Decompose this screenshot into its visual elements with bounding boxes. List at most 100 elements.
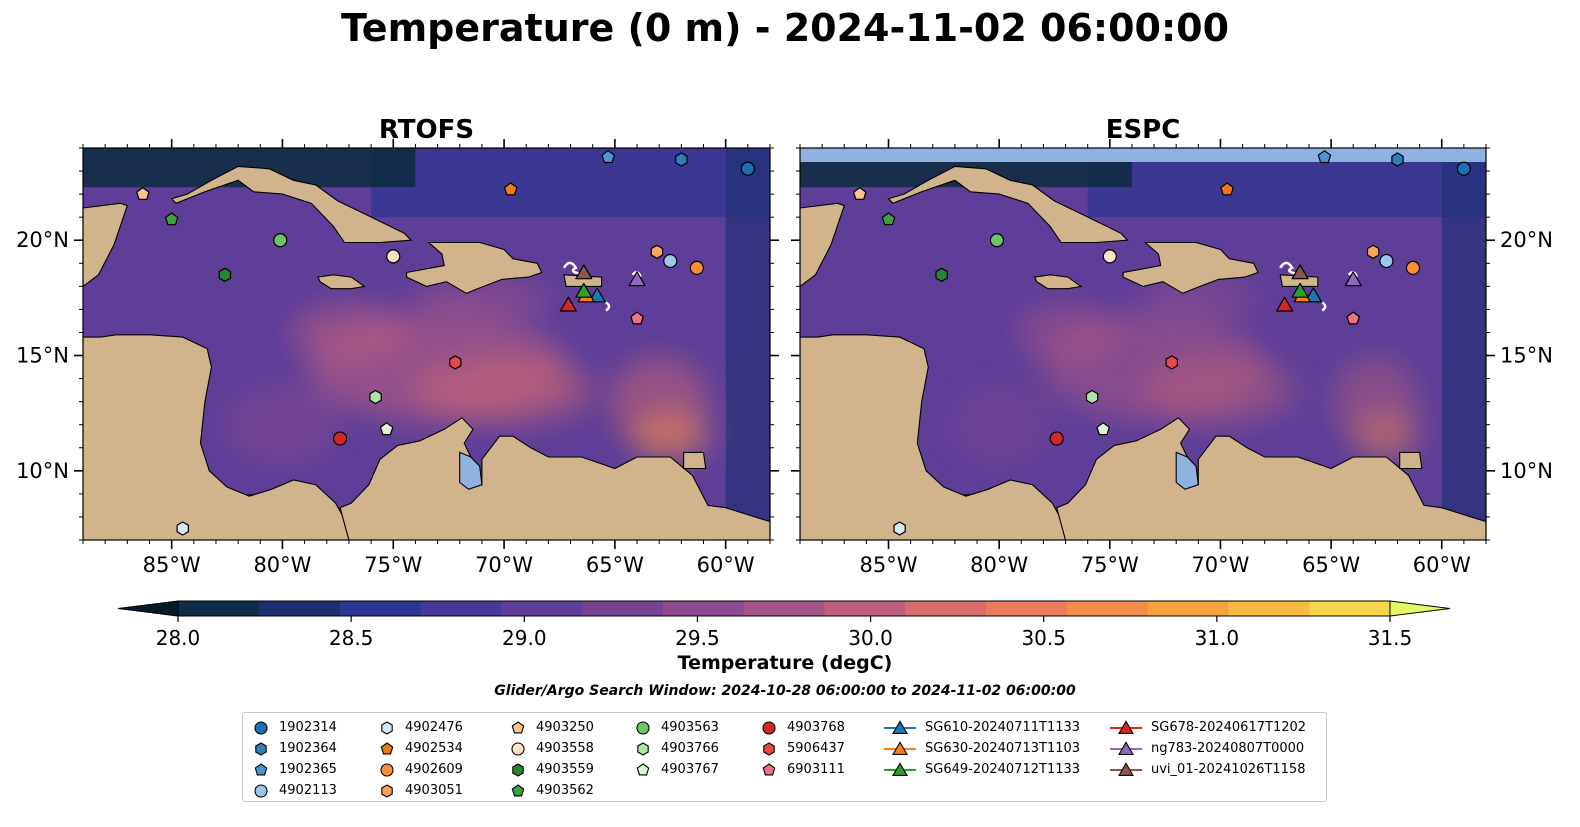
glider-SG610-20240711T1133 (1304, 287, 1322, 303)
glider-SG678-20240617T1202 (559, 296, 577, 312)
colorbar-segment (1066, 601, 1149, 616)
colorbar-tick-label: 29.5 (675, 626, 720, 650)
legend-item: SG678-20240617T1202 (1109, 717, 1306, 738)
legend-item: 4902534 (377, 738, 463, 759)
legend-marker-hexagon (381, 783, 393, 798)
land-maracaibo (1175, 451, 1199, 490)
colorbar-segment (1228, 601, 1310, 616)
lat-tick-label: 20°N (1500, 228, 1553, 252)
colorbar-segment (986, 601, 1068, 616)
legend-marker-triangle (1110, 761, 1142, 776)
argo-float-4902476 (893, 521, 906, 536)
colorbar-label: Temperature (degC) (677, 652, 893, 674)
argo-float-4903768 (332, 431, 348, 446)
glider-SG649-20240712T1133 (1291, 282, 1309, 298)
land-southAmerica (1056, 417, 1486, 540)
land-cuba (170, 165, 413, 244)
legend-item: 4903559 (508, 759, 594, 780)
legend-marker-pentagon (511, 783, 525, 796)
legend-label: 4902476 (405, 720, 463, 735)
land-trinidad (1399, 451, 1423, 470)
colorbar-segment (824, 601, 906, 616)
argo-float-4903250 (853, 187, 867, 200)
argo-float-4903559 (935, 267, 948, 282)
argo-float-4902113 (663, 253, 678, 269)
legend-marker-circle (762, 720, 776, 735)
legend-item: 4902476 (377, 717, 463, 738)
argo-float-1902314 (740, 161, 755, 176)
legend-label: 5906437 (787, 741, 845, 756)
figure-title: Temperature (0 m) - 2024-11-02 06:00:00 (340, 6, 1230, 50)
glider-uvi_01-20241026T1158 (1291, 264, 1309, 280)
legend-item: 4903250 (508, 717, 594, 738)
legend-item: 4903768 (759, 717, 845, 738)
legend-marker-hexagon (763, 741, 775, 756)
argo-float-4903051 (650, 244, 664, 259)
legend-marker-triangle (884, 761, 916, 776)
lon-tick-label: 85°W (860, 553, 918, 577)
colorbar-segment (420, 601, 502, 616)
legend-marker-pentagon (380, 741, 394, 754)
lon-tick-label: 70°W (1191, 553, 1249, 577)
lon-tick-label: 80°W (970, 553, 1028, 577)
legend-marker-circle (380, 762, 394, 777)
argo-float-4903558 (386, 249, 401, 264)
legend-item: 4903558 (508, 738, 594, 759)
glider-ng783-20240807T0000 (1344, 271, 1362, 287)
legend-label: SG610-20240711T1133 (925, 720, 1081, 735)
argo-float-4903559 (218, 267, 232, 282)
colorbar-segment (501, 601, 583, 616)
lon-tick-label: 85°W (143, 553, 201, 577)
legend-item: SG649-20240712T1133 (883, 759, 1080, 780)
lon-tick-label: 75°W (1081, 553, 1139, 577)
legend-marker-triangle (884, 740, 916, 755)
glider-SG610-20240711T1133 (588, 287, 606, 303)
colorbar-under-arrow (117, 600, 179, 617)
legend-item: 4903766 (633, 738, 719, 759)
legend-item: 4903562 (508, 780, 594, 801)
argo-float-1902314 (1456, 161, 1471, 176)
glider-ng783-20240807T0000 (628, 271, 646, 287)
legend-column: 4903563 4903766 4903767 (633, 717, 719, 780)
lon-tick-label: 60°W (697, 553, 755, 577)
land-centralAmerica (83, 334, 350, 540)
land-centralAmerica (800, 334, 1067, 540)
legend-marker-hexagon (637, 741, 649, 756)
argo-float-5906437 (449, 355, 462, 370)
argo-float-1902365 (1317, 150, 1332, 164)
colorbar: 28.0 28.5 29.0 29.5 30.0 30.5 31.0 31.5 (117, 600, 1451, 650)
legend-marker-pentagon (636, 762, 650, 775)
legend-marker-circle (636, 720, 650, 735)
legend-column: 4902476 4902534 4902609 4903051 (377, 717, 463, 801)
lon-tick-label: 60°W (1413, 553, 1471, 577)
colorbar-tick-label: 30.5 (1021, 626, 1066, 650)
lat-tick-label: 20°N (16, 228, 69, 252)
legend-item: SG630-20240713T1103 (883, 738, 1080, 759)
legend-marker-circle (511, 741, 525, 756)
colorbar-tick-label: 29.0 (502, 626, 547, 650)
panel-title-rtofs: RTOFS (379, 115, 474, 145)
legend-label: SG630-20240713T1103 (925, 741, 1081, 756)
colorbar-over-arrow (1389, 600, 1451, 617)
lat-tick-label: 10°N (16, 459, 69, 483)
colorbar-segment (662, 601, 745, 616)
legend-item: uvi_01-20241026T1158 (1109, 759, 1306, 780)
legend-label: 4903250 (536, 720, 594, 735)
argo-float-4903768 (1049, 431, 1064, 446)
argo-float-4903767 (1096, 422, 1110, 436)
legend-column: SG678-20240617T1202 ng783-20240807T0000 uv… (1109, 717, 1306, 780)
legend-item: 4903767 (633, 759, 719, 780)
legend-marker-triangle (884, 719, 916, 734)
map-panel-espc: ESPC 85°W 80°W 75°W 70°W 65°W 60°W 20°N 15°N 10°N (791, 115, 1553, 577)
argo-float-4903766 (1085, 389, 1099, 405)
argo-float-4903562 (881, 212, 896, 226)
legend-marker-triangle (1110, 740, 1142, 755)
map-panel-rtofs: RTOFS 85°W 80°W 75°W 70°W 65°W 60°W 20°N 15°N 10°… (16, 115, 779, 577)
colorbar-segment (258, 601, 341, 616)
legend-item: 6903111 (759, 759, 845, 780)
legend-label: ng783-20240807T0000 (1151, 741, 1305, 756)
lat-tick-label: 10°N (1500, 459, 1553, 483)
land-cuba (887, 165, 1129, 244)
colorbar-tick-label: 28.5 (329, 626, 374, 650)
